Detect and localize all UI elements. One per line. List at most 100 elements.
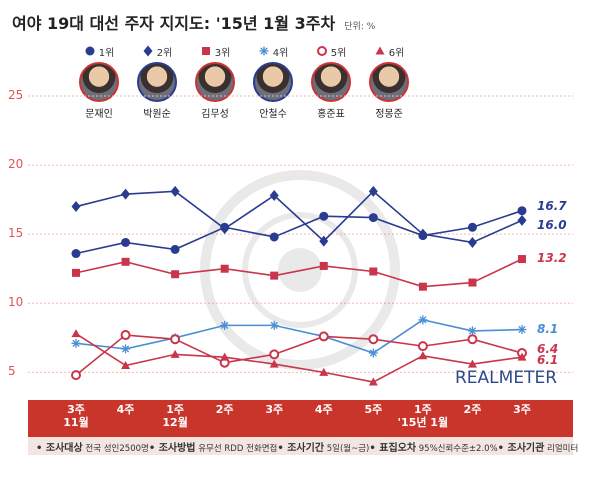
candidate-name: 정몽준: [375, 109, 403, 120]
end-value-label: 8.1: [537, 321, 559, 336]
circle-marker-icon: [85, 46, 95, 56]
data-point: [71, 329, 81, 338]
series-line: [75, 332, 523, 383]
footer-value: 유무선 RDD 전화면접: [195, 443, 278, 454]
legend-rank: 4위: [272, 47, 289, 59]
chart-title: 여야 19대 대선 주자 지지도: '15년 1월 3주차: [12, 14, 336, 33]
data-point: [467, 334, 478, 345]
x-tick-label: 2주: [463, 403, 482, 416]
legend-rank: 2위: [156, 47, 173, 59]
data-point: [270, 271, 279, 280]
series-line: [75, 190, 523, 244]
data-point: [518, 255, 526, 264]
x-tick-label: 3주 11월: [63, 403, 89, 429]
candidate-avatar: [195, 62, 235, 102]
candidate-avatar: [253, 62, 293, 102]
x-tick-label: 5주: [364, 403, 383, 416]
x-tick-label: 4주: [314, 403, 333, 416]
y-tick-label: 10: [8, 295, 24, 310]
series-diamond: [71, 185, 527, 248]
data-point: [71, 249, 81, 259]
data-point: [319, 211, 329, 221]
data-point: [170, 185, 180, 197]
footer-value: 리얼미터: [544, 443, 579, 454]
open-circle-marker-icon: [316, 46, 327, 56]
data-point: [170, 244, 180, 254]
data-point: [467, 236, 477, 248]
x-tick-label: 4주: [116, 403, 135, 416]
series-circle: [71, 206, 527, 259]
data-point: [71, 338, 81, 348]
candidate-name: 문재인: [85, 109, 113, 120]
data-point: [368, 213, 378, 223]
data-point: [170, 349, 180, 358]
series-line: [75, 334, 523, 376]
data-point: [369, 267, 378, 276]
data-point: [319, 261, 328, 270]
legend-item: 5위 홍준표: [302, 44, 360, 120]
legend-rank: 6위: [388, 47, 405, 59]
candidate-name: 안철수: [259, 109, 287, 120]
data-point: [468, 278, 477, 287]
footer-key: • 조사기간: [277, 442, 325, 454]
survey-footer: • 조사대상 전국 성인2500명 • 조사방법 유무선 RDD 전화면접 • 조사…: [28, 437, 578, 455]
footer-value: 5일(월~금): [324, 443, 370, 454]
chart-title-block: 여야 19대 대선 주자 지지도: '15년 1월 3주차 단위: %: [12, 10, 375, 34]
data-point: [517, 352, 527, 361]
data-point: [418, 351, 428, 360]
data-point: [368, 334, 379, 345]
data-point: [120, 330, 131, 341]
data-point: [368, 348, 378, 358]
y-tick-label: 25: [8, 88, 24, 102]
candidate-avatar: [369, 62, 409, 102]
data-point: [121, 344, 131, 354]
y-tick-label: 5: [8, 364, 16, 379]
data-point: [170, 334, 181, 345]
x-tick-label: 3주: [265, 403, 284, 416]
data-point: [72, 268, 80, 277]
series-open-circle: [71, 330, 527, 381]
series-asterisk: [71, 315, 527, 358]
data-point: [121, 188, 131, 200]
legend-item: 2위 박원순: [128, 44, 186, 120]
footer-item: • 조사대상 전국 성인2500명: [36, 439, 149, 454]
footer-value: 95%신뢰수준±2.0%: [416, 443, 498, 454]
data-point: [517, 214, 527, 226]
footer-item: • 표집오차 95%신뢰수준±2.0%: [369, 439, 497, 454]
candidate-name: 홍준표: [317, 109, 345, 120]
unit-label: 단위: %: [344, 22, 376, 32]
square-marker-icon: [201, 47, 210, 55]
data-point: [269, 349, 280, 360]
candidate-name: 김무성: [201, 109, 229, 120]
data-point: [418, 282, 427, 291]
data-point: [368, 185, 378, 197]
footer-key: • 조사대상: [36, 442, 83, 454]
footer-key: • 조사기관: [497, 442, 545, 454]
data-point: [220, 264, 229, 273]
data-point: [220, 352, 230, 361]
asterisk-marker-icon: [259, 46, 269, 56]
legend-rank: 1위: [98, 47, 115, 59]
end-value-label: 6.1: [537, 353, 559, 368]
x-tick-label: 2주: [215, 403, 234, 416]
data-point: [319, 367, 329, 376]
footer-key: • 조사방법: [148, 442, 196, 454]
x-tick-label: 1주 12월: [162, 403, 188, 429]
data-point: [220, 223, 230, 235]
end-value-label: 16.7: [537, 198, 567, 213]
brand-logo: REALMETER: [455, 368, 557, 388]
data-point: [418, 315, 428, 325]
data-point: [121, 257, 130, 266]
legend-rank: 3위: [214, 47, 231, 59]
series-line: [75, 209, 523, 255]
series-triangle: [71, 329, 527, 386]
end-value-label: 13.2: [537, 251, 567, 266]
data-point: [318, 331, 329, 342]
data-point: [467, 222, 477, 232]
data-point: [467, 359, 477, 368]
